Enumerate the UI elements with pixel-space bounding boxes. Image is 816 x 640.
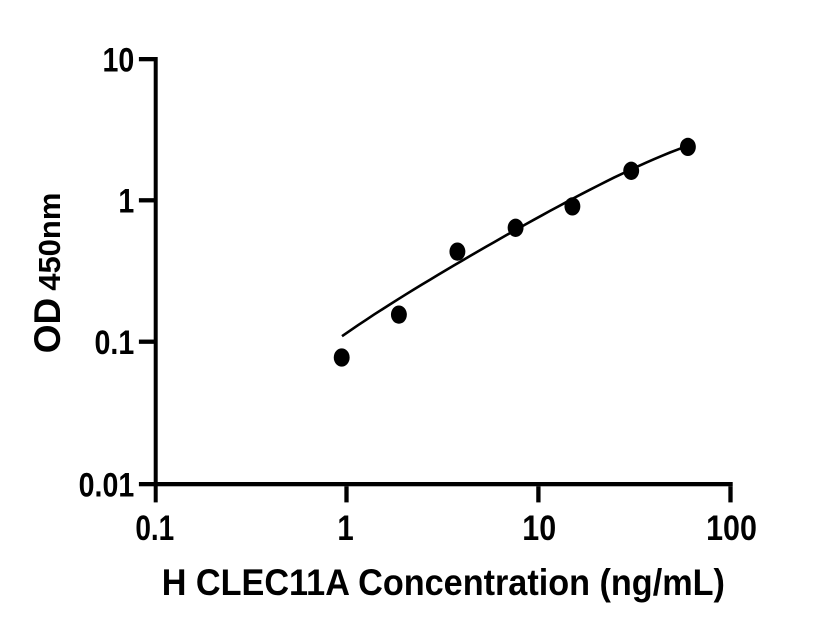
svg-text:1: 1 xyxy=(118,182,134,220)
svg-text:10: 10 xyxy=(102,41,134,79)
svg-text:OD450nm: OD450nm xyxy=(27,193,68,354)
svg-text:0.1: 0.1 xyxy=(135,508,174,548)
svg-text:10: 10 xyxy=(522,508,556,547)
svg-text:100: 100 xyxy=(706,508,757,547)
svg-text:1: 1 xyxy=(337,508,353,547)
svg-text:0.1: 0.1 xyxy=(95,324,135,362)
svg-text:0.01: 0.01 xyxy=(79,466,135,504)
svg-text:H CLEC11A Concentration (ng/mL: H CLEC11A Concentration (ng/mL) xyxy=(162,562,725,604)
